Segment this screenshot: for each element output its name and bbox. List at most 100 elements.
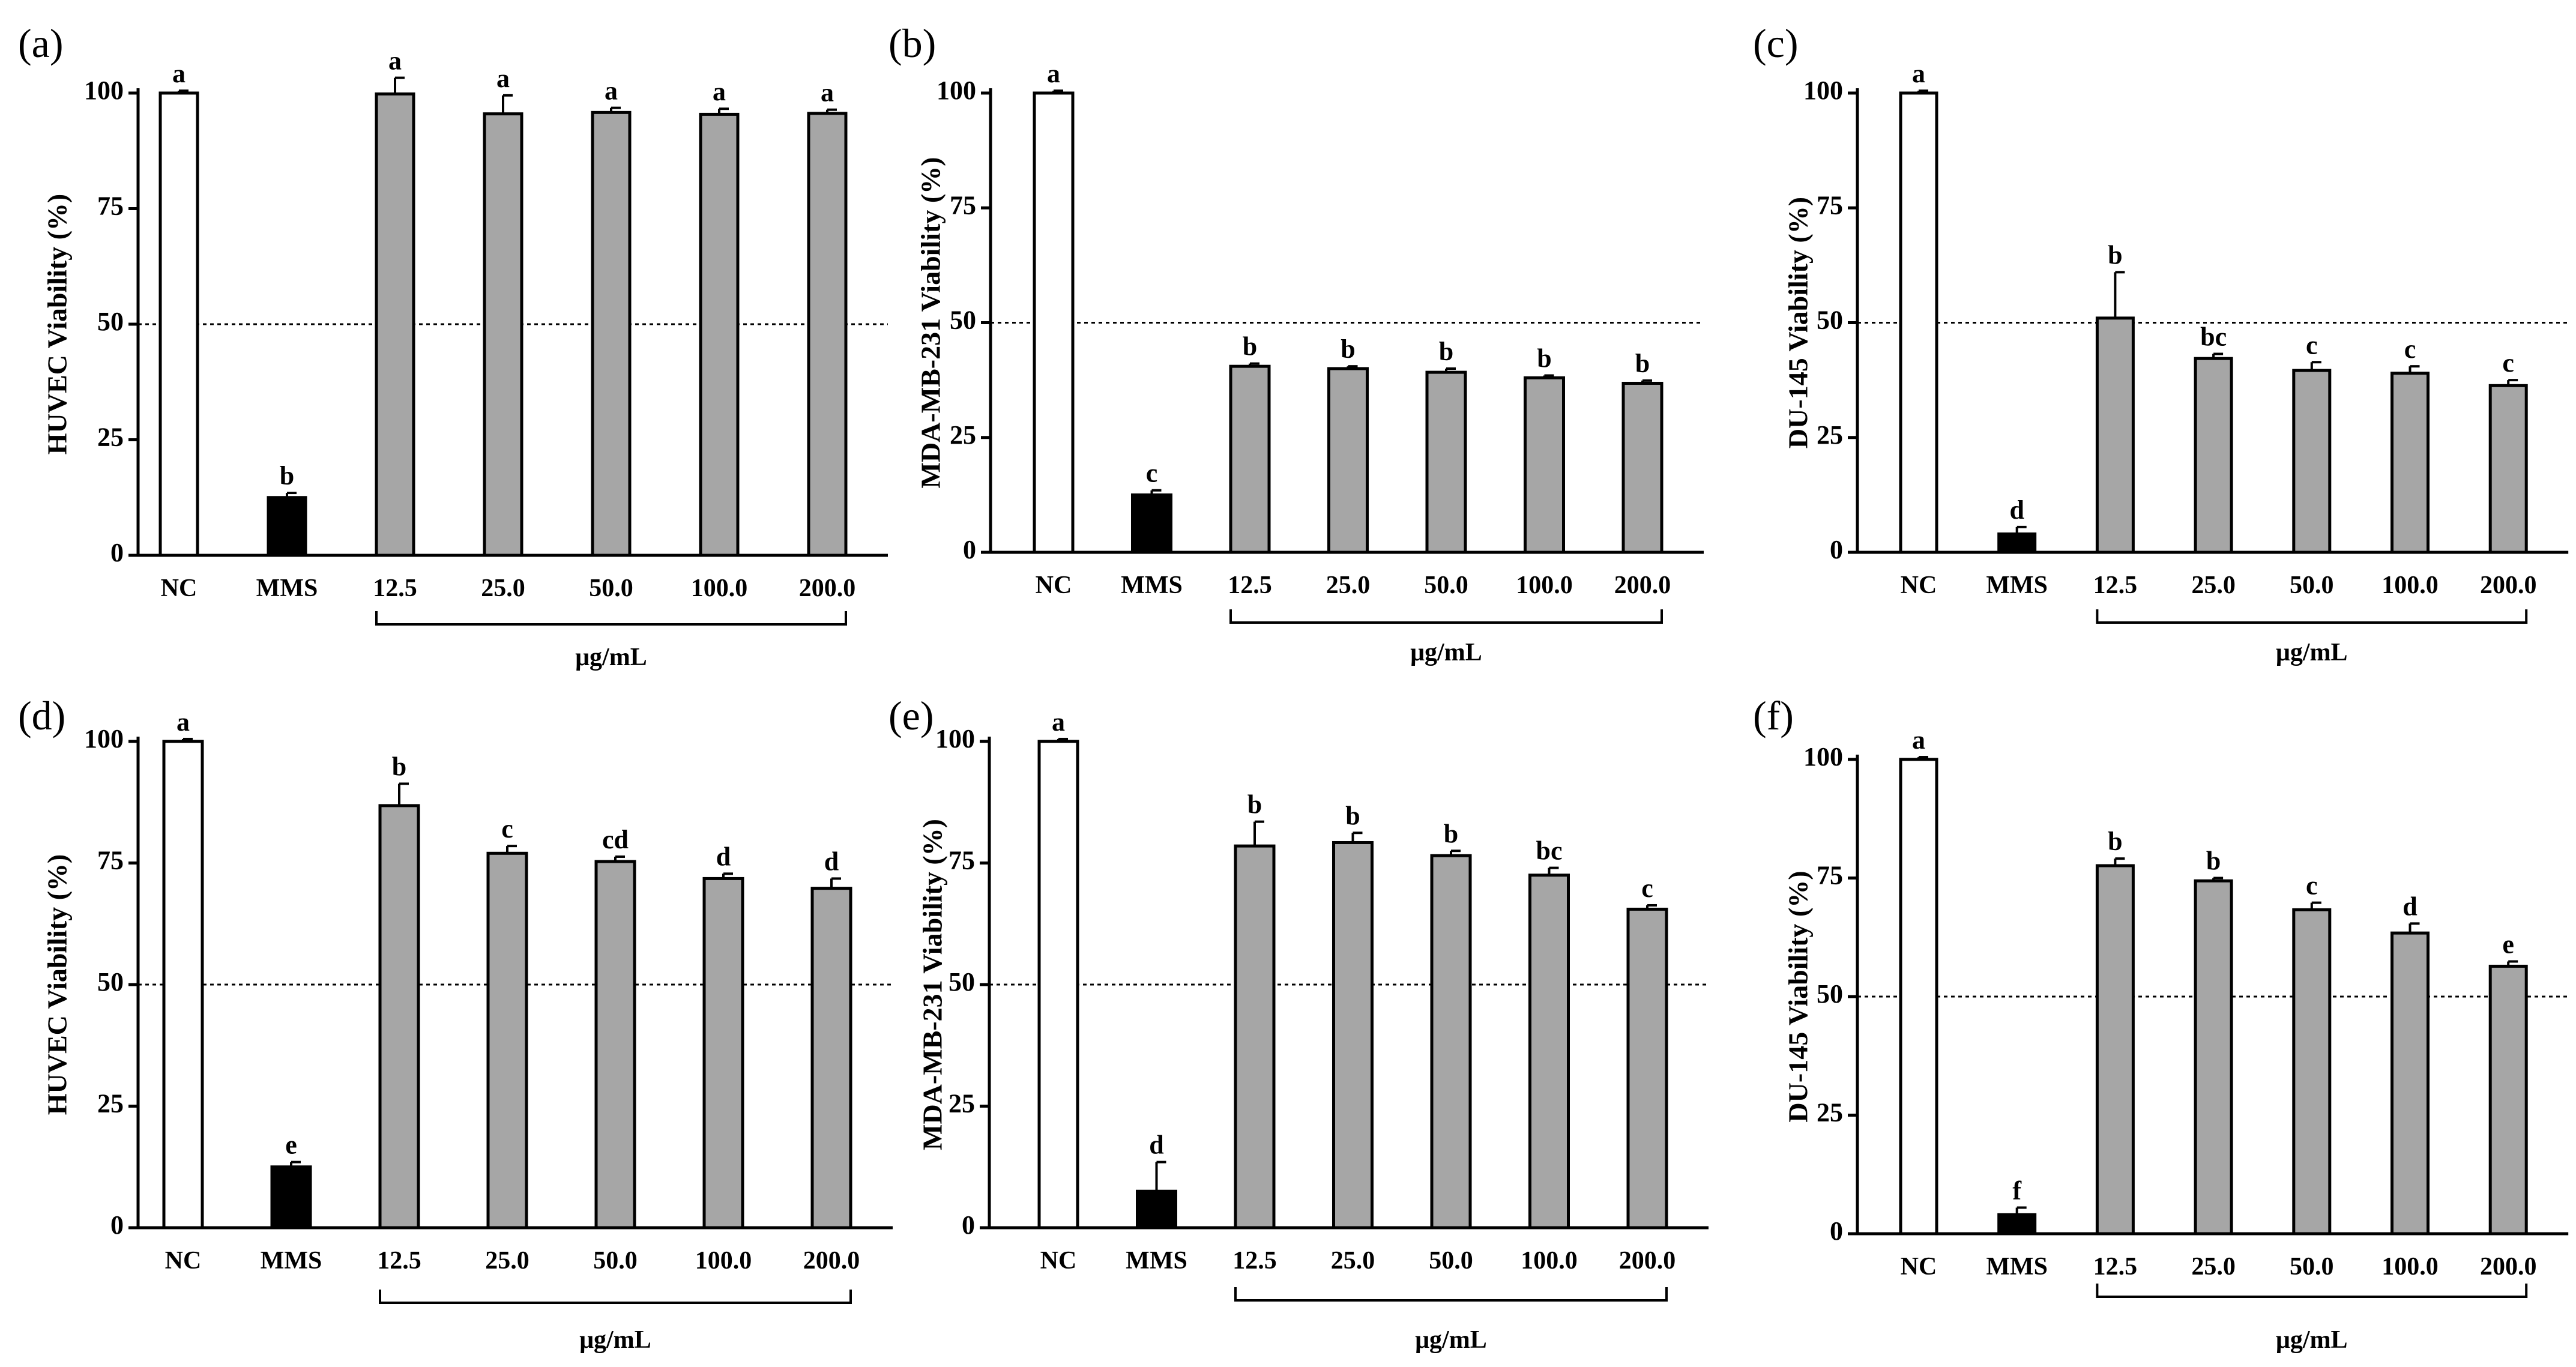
chart-panel: (f) DU-145 Viability (%) 0 25 50 75 100 a NC f MMS… — [1753, 693, 2569, 1354]
bar — [1997, 532, 2037, 554]
significance-label: b — [2108, 240, 2122, 270]
significance-label: b — [1247, 790, 1262, 819]
bar — [270, 1165, 312, 1230]
bar — [2095, 316, 2135, 554]
x-tick-label: 100.0 — [1521, 1247, 1578, 1275]
bar — [483, 112, 523, 557]
x-tick-label: 12.5 — [2093, 572, 2138, 599]
significance-label: c — [2306, 330, 2318, 360]
bar — [1524, 376, 1565, 554]
concentration-bracket — [1234, 1287, 1668, 1302]
significance-label: e — [2502, 930, 2514, 959]
bar — [158, 91, 199, 557]
y-tick-label: 50 — [950, 306, 976, 335]
unit-label: μg/mL — [2276, 1326, 2347, 1354]
x-tick-label: 200.0 — [1614, 572, 1671, 599]
bar — [1033, 91, 1075, 554]
x-tick-label: 100.0 — [695, 1247, 752, 1275]
x-tick-label: 50.0 — [1424, 572, 1468, 599]
bar — [162, 740, 204, 1230]
y-tick-label: 100 — [1803, 76, 1843, 105]
x-tick-label: NC — [165, 1247, 202, 1275]
x-tick-label: 12.5 — [2093, 1253, 2138, 1281]
unit-label: μg/mL — [1410, 639, 1482, 666]
concentration-bracket — [375, 611, 847, 626]
significance-label: c — [2502, 348, 2514, 378]
significance-label: a — [176, 707, 190, 737]
y-tick-label: 100 — [937, 76, 976, 105]
concentration-bracket — [1229, 609, 1663, 624]
y-tick-label: 100 — [935, 724, 975, 753]
significance-label: d — [2009, 495, 2024, 525]
significance-label: f — [2012, 1176, 2022, 1206]
y-axis-label: MDA-MB-231 Viability (%) — [915, 157, 946, 489]
y-tick-label: 0 — [110, 1210, 124, 1240]
x-tick-label: 25.0 — [1331, 1247, 1375, 1275]
bar — [2488, 384, 2528, 554]
bar — [1899, 758, 1938, 1236]
bar — [375, 92, 415, 557]
y-tick-label: 100 — [84, 76, 124, 105]
chart-panel: (e) MDA-MB-231 Viability (%) 0 25 50 75 100 a NC… — [888, 693, 1709, 1354]
y-tick-label: 50 — [949, 967, 975, 997]
significance-label: a — [1047, 59, 1060, 88]
chart-panel: (d) HUVEC Viability (%) 0 25 50 75 100 a NC e MMS b… — [18, 693, 893, 1354]
x-tick-label: 50.0 — [2290, 572, 2334, 599]
y-tick-label: 75 — [97, 846, 124, 875]
significance-label: b — [1243, 332, 1257, 361]
bar — [2390, 931, 2430, 1236]
bar — [1997, 1213, 2037, 1236]
x-tick-label: NC — [161, 575, 198, 602]
bar — [1131, 493, 1172, 554]
bar — [810, 887, 852, 1230]
bar — [1332, 840, 1374, 1230]
y-axis-label: HUVEC Viability (%) — [42, 194, 73, 454]
bar — [2390, 372, 2430, 554]
bar — [1234, 844, 1276, 1230]
y-tick-label: 75 — [1817, 190, 1843, 220]
y-tick-label: 25 — [949, 1089, 975, 1118]
y-axis-label: DU-145 Viability (%) — [1783, 871, 1814, 1122]
x-tick-label: 25.0 — [481, 575, 525, 602]
y-axis-label: DU-145 Viability (%) — [1783, 197, 1814, 448]
x-tick-label: 12.5 — [1228, 572, 1272, 599]
bar — [1626, 907, 1668, 1230]
bar — [2292, 369, 2332, 554]
y-tick-label: 0 — [110, 538, 124, 567]
significance-label: a — [821, 78, 834, 107]
bar — [594, 860, 636, 1230]
bar — [267, 496, 307, 557]
x-tick-label: 200.0 — [2480, 1253, 2537, 1281]
bar — [1229, 364, 1271, 554]
significance-label: e — [285, 1130, 297, 1160]
significance-label: a — [713, 77, 726, 106]
significance-label: b — [1439, 337, 1453, 366]
bar — [702, 877, 744, 1230]
x-tick-label: NC — [1036, 572, 1072, 599]
panel-letter: (c) — [1753, 20, 1798, 66]
significance-label: b — [392, 752, 406, 781]
significance-label: a — [605, 76, 618, 106]
concentration-bracket — [379, 1290, 852, 1304]
x-tick-label: 100.0 — [2381, 572, 2439, 599]
bar — [807, 112, 848, 557]
significance-label: c — [1146, 459, 1158, 488]
y-tick-label: 25 — [1817, 420, 1843, 450]
y-tick-label: 25 — [97, 423, 124, 452]
x-tick-label: 200.0 — [799, 575, 856, 602]
y-tick-label: 0 — [1830, 1216, 1843, 1246]
bar — [378, 804, 420, 1230]
concentration-bracket — [2096, 1284, 2528, 1298]
significance-label: d — [1149, 1130, 1163, 1160]
x-tick-label: NC — [1040, 1247, 1077, 1275]
significance-label: b — [1537, 343, 1551, 373]
y-tick-label: 100 — [84, 724, 124, 753]
bar — [1430, 854, 1472, 1230]
x-tick-label: NC — [1901, 1253, 1937, 1281]
x-tick-label: 200.0 — [2480, 572, 2537, 599]
y-tick-label: 0 — [962, 1210, 975, 1240]
x-tick-label: 12.5 — [373, 575, 417, 602]
bar — [1037, 740, 1079, 1230]
y-tick-label: 25 — [1817, 1098, 1843, 1127]
y-tick-label: 0 — [963, 535, 976, 564]
